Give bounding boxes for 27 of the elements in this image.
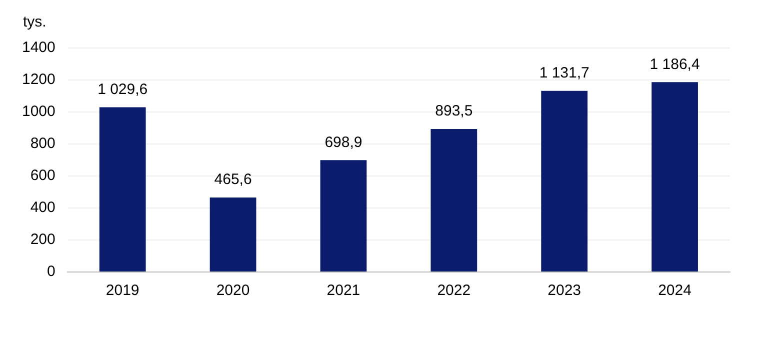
y-tick-label: 600 [30, 167, 56, 184]
x-tick-label: 2020 [216, 282, 250, 300]
y-tick-label: 0 [47, 263, 56, 280]
bar [210, 198, 256, 272]
data-label: 1 029,6 [98, 80, 148, 98]
y-tick-label: 1000 [22, 103, 56, 120]
x-tick-label: 2023 [548, 282, 582, 300]
y-tick-label: 1400 [22, 39, 56, 56]
y-axis-title: tys. [23, 14, 46, 31]
bar [430, 129, 478, 272]
y-tick-label: 200 [30, 231, 56, 248]
data-label: 465,6 [214, 171, 252, 188]
bar [99, 107, 146, 272]
y-tick-label: 400 [30, 199, 56, 216]
x-tick-label: 2019 [106, 282, 140, 300]
data-label: 698,9 [324, 134, 362, 151]
y-tick-label: 1200 [22, 71, 56, 88]
x-tick-label: 2022 [437, 282, 471, 300]
data-label: 893,5 [435, 102, 473, 120]
data-label: 1 186,4 [650, 56, 700, 73]
bar [652, 82, 698, 272]
x-tick-label: 2021 [326, 282, 360, 300]
x-tick-label: 2024 [658, 282, 692, 300]
bar [320, 160, 367, 272]
y-tick-label: 800 [30, 135, 56, 152]
bar [541, 90, 588, 272]
data-label: 1 131,7 [539, 64, 590, 82]
